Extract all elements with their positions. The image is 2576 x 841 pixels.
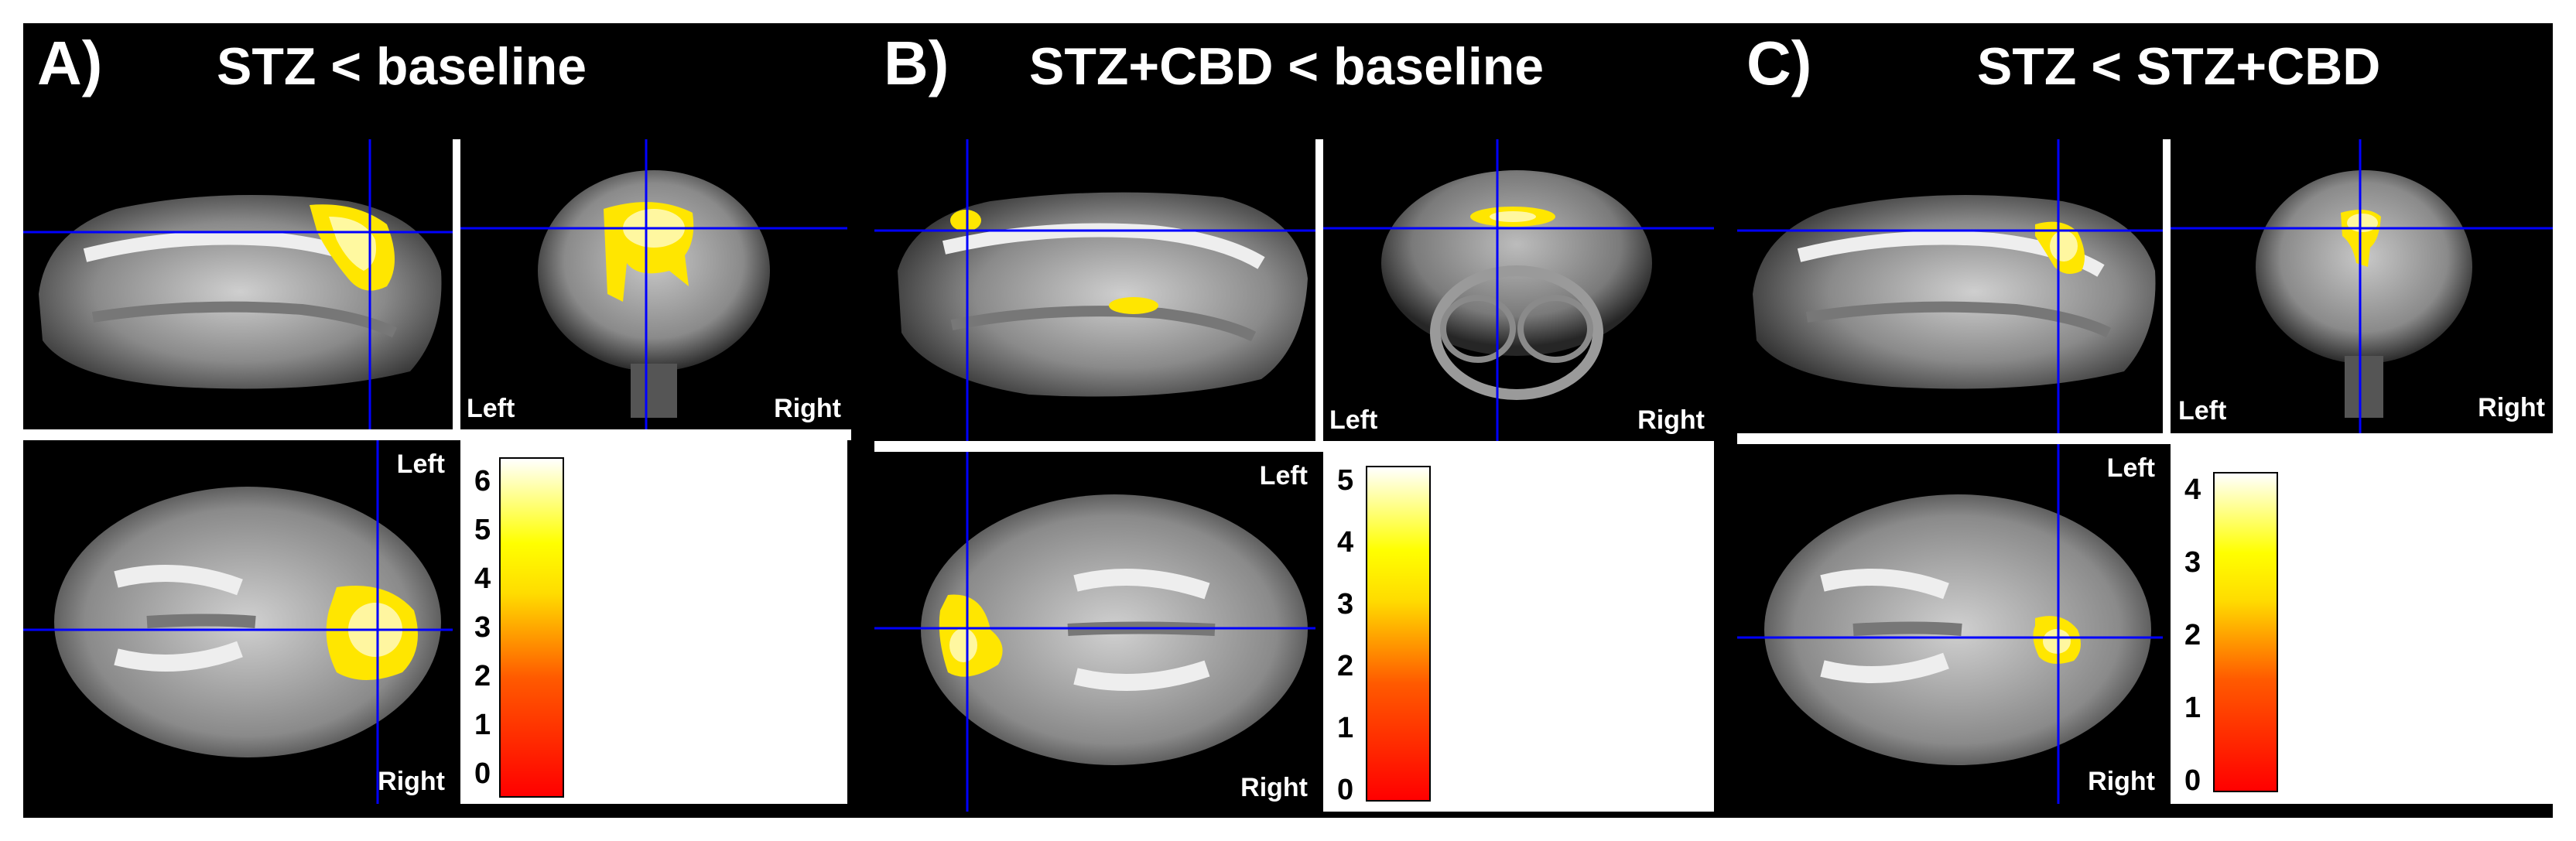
- colorbar-tick: 2: [1337, 650, 1354, 682]
- panel-c: C) STZ < STZ+CBD: [1737, 23, 2553, 818]
- colorbar-panel: 0 1 2 3 4 5 6: [460, 440, 847, 804]
- coronal-view: Left Right: [1323, 139, 1714, 441]
- colorbar-panel: 0 1 2 3 4 5: [1323, 452, 1714, 812]
- axial-view: Left Right: [874, 452, 1315, 812]
- separator: [2163, 139, 2171, 433]
- orientation-left-label: Left: [1259, 461, 1308, 491]
- colorbar: [2213, 472, 2278, 792]
- separator: [453, 139, 460, 429]
- coronal-view: Left Right: [2171, 139, 2553, 433]
- colorbar-tick: 5: [474, 514, 491, 546]
- panel-title: STZ < baseline: [217, 37, 587, 96]
- figure-frame: A) STZ < baseline: [23, 23, 2553, 818]
- separator: [874, 441, 1714, 452]
- colorbar-tick: 4: [474, 562, 491, 595]
- separator: [1737, 433, 2553, 444]
- panel-a: A) STZ < baseline: [23, 23, 851, 818]
- colorbar-tick: 2: [474, 660, 491, 692]
- colorbar-tick: 5: [1337, 464, 1354, 497]
- colorbar-tick: 6: [474, 465, 491, 497]
- sagittal-view: [1737, 139, 2163, 433]
- colorbar-tick: 2: [2184, 619, 2201, 651]
- panel-label: B): [884, 29, 949, 97]
- separator: [1315, 139, 1323, 441]
- coronal-view: Left Right: [460, 139, 847, 429]
- orientation-left-label: Left: [467, 394, 515, 423]
- colorbar: [1366, 466, 1431, 802]
- colorbar-tick: 1: [2184, 692, 2201, 724]
- orientation-left-label: Left: [1329, 405, 1378, 435]
- orientation-right-label: Right: [1240, 773, 1308, 802]
- colorbar-tick: 3: [1337, 588, 1354, 620]
- axial-view: Left Right: [1737, 444, 2163, 804]
- panel-label: C): [1746, 29, 1812, 97]
- colorbar-panel: 0 1 2 3 4: [2171, 444, 2553, 804]
- orientation-left-label: Left: [2178, 396, 2227, 426]
- orientation-right-label: Right: [2088, 767, 2155, 796]
- panel-b: B) STZ+CBD < baseline: [874, 23, 1714, 818]
- colorbar: [499, 457, 564, 798]
- orientation-right-label: Right: [378, 767, 445, 796]
- colorbar-tick: 4: [1337, 526, 1354, 559]
- colorbar-tick: 4: [2184, 473, 2201, 506]
- colorbar-tick: 3: [2184, 546, 2201, 579]
- panel-title: STZ < STZ+CBD: [1977, 37, 2381, 96]
- orientation-left-label: Left: [2106, 453, 2155, 483]
- colorbar-tick: 3: [474, 611, 491, 644]
- colorbar-tick: 0: [2184, 764, 2201, 797]
- colorbar-tick: 1: [1337, 712, 1354, 744]
- sagittal-view: [23, 139, 453, 429]
- colorbar-tick: 0: [474, 757, 491, 790]
- orientation-right-label: Right: [774, 394, 841, 423]
- orientation-right-label: Right: [1637, 405, 1705, 435]
- axial-view: Left Right: [23, 440, 453, 804]
- colorbar-tick: 0: [1337, 774, 1354, 806]
- sagittal-view: [874, 139, 1315, 441]
- orientation-left-label: Left: [396, 450, 445, 479]
- separator: [23, 429, 851, 440]
- colorbar-tick: 1: [474, 709, 491, 741]
- panel-label: A): [37, 29, 103, 97]
- panel-title: STZ+CBD < baseline: [1029, 37, 1545, 96]
- orientation-right-label: Right: [2478, 393, 2545, 422]
